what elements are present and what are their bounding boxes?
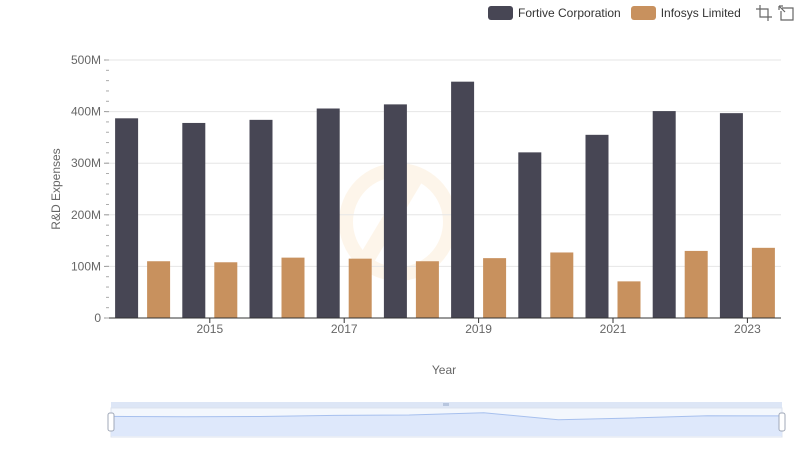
y-tick-label: 0 [94,311,101,325]
x-tick-label: 2019 [465,322,492,336]
bar-fortive-2016[interactable] [249,119,273,318]
bar-infosys-2014[interactable] [147,261,171,318]
bar-infosys-2015[interactable] [214,262,238,318]
y-tick-label: 300M [71,156,101,170]
slider-grip[interactable] [443,403,449,406]
slider-handle-left[interactable] [107,412,115,432]
legend-label-fortive: Fortive Corporation [518,6,621,20]
legend-swatch-fortive [488,6,513,20]
bar-fortive-2017[interactable] [316,108,340,318]
bar-fortive-2022[interactable] [652,111,676,318]
x-tick-label: 2021 [600,322,627,336]
bar-fortive-2019[interactable] [451,81,475,318]
legend: Fortive Corporation Infosys Limited [488,4,795,22]
y-tick-label: 400M [71,105,101,119]
y-axis-title: R&D Expenses [49,148,63,229]
bar-infosys-2018[interactable] [415,261,439,318]
bar-infosys-2019[interactable] [483,258,507,318]
bar-infosys-2016[interactable] [281,257,305,318]
y-tick-label: 200M [71,208,101,222]
legend-label-infosys: Infosys Limited [660,6,741,20]
legend-item-fortive[interactable]: Fortive Corporation [488,6,621,20]
bar-fortive-2023[interactable] [719,113,743,318]
zoom-select-icon[interactable] [755,4,773,22]
bar-infosys-2021[interactable] [617,281,641,318]
x-axis-title: Year [432,363,456,377]
y-tick-label: 500M [71,53,101,67]
y-tick-label: 100M [71,259,101,273]
bar-fortive-2018[interactable] [383,104,407,318]
x-tick-label: 2015 [196,322,223,336]
zoom-reset-icon[interactable] [777,4,795,22]
bar-infosys-2017[interactable] [348,258,372,318]
bar-infosys-2022[interactable] [684,250,708,318]
bar-fortive-2021[interactable] [585,134,609,318]
zoom-slider[interactable] [107,402,786,438]
bar-infosys-2023[interactable] [751,247,775,318]
bars [115,81,775,319]
slider-preview-line [110,412,783,421]
legend-swatch-infosys [630,6,656,20]
legend-item-infosys[interactable]: Infosys Limited [630,6,741,20]
bar-infosys-2020[interactable] [550,252,574,318]
slider-handle-right[interactable] [778,412,786,432]
x-axis-labels: 2015 2017 2019 2021 2023 [196,318,761,336]
x-tick-label: 2017 [331,322,358,336]
y-minor-ticks [106,59,109,319]
y-axis-labels: 0 100M 200M 300M 400M 500M [71,53,101,325]
bar-fortive-2020[interactable] [518,152,542,318]
x-tick-label: 2023 [734,322,761,336]
bar-fortive-2014[interactable] [115,118,139,318]
bar-fortive-2015[interactable] [182,122,206,319]
